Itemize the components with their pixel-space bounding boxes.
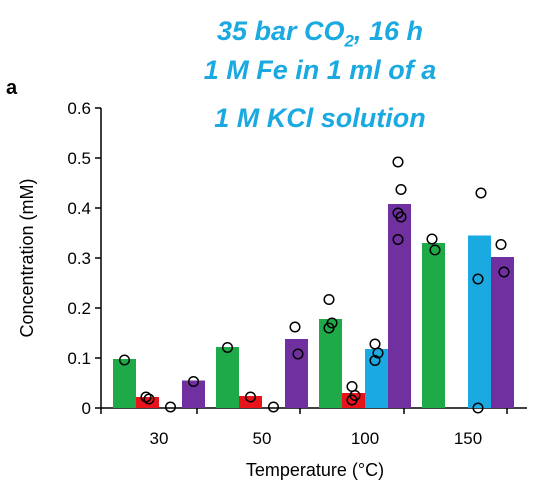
- x-tick-label: 100: [351, 429, 379, 448]
- bar: [319, 319, 342, 408]
- bar: [491, 257, 514, 408]
- replicate-point: [392, 156, 404, 168]
- y-tick-label: 0.3: [67, 249, 91, 268]
- replicate-point: [495, 238, 507, 251]
- replicate-point: [475, 187, 487, 199]
- y-tick-label: 0.6: [67, 99, 91, 118]
- replicate-point: [164, 401, 177, 413]
- y-tick-label: 0: [82, 399, 91, 418]
- replicate-point: [395, 211, 407, 223]
- bar: [422, 243, 445, 408]
- replicate-point: [323, 293, 335, 306]
- replicate-point: [346, 380, 358, 393]
- axes: [95, 107, 527, 414]
- replicate-point: [369, 354, 381, 367]
- bar: [136, 397, 159, 408]
- replicate-point: [498, 266, 510, 278]
- x-axis-title: Temperature (°C): [246, 460, 384, 480]
- bar: [182, 380, 205, 408]
- x-tick-label: 50: [253, 429, 272, 448]
- replicate-point: [392, 233, 404, 246]
- y-tick-label: 0.4: [67, 199, 91, 218]
- replicate-point: [289, 321, 301, 333]
- condition-line-1-subscript: 2: [344, 31, 354, 51]
- condition-line-1-suffix: , 16 h: [354, 16, 424, 46]
- y-tick-label: 0.5: [67, 149, 91, 168]
- panel-label: a: [6, 77, 18, 99]
- condition-line-1-prefix: 35 bar CO: [216, 16, 345, 46]
- bar: [388, 204, 411, 408]
- axis-labels: 0 0.1 0.2 0.3 0.4 0.5 0.6 30 50 100 150 Temperature…: [17, 99, 482, 480]
- condition-line-1: 35 bar CO2, 16 h: [120, 16, 520, 51]
- bar: [216, 347, 239, 408]
- y-tick-label: 0.1: [67, 349, 91, 368]
- replicate-point: [426, 233, 438, 245]
- replicate-point: [140, 391, 152, 403]
- replicate-point: [244, 391, 257, 403]
- replicate-point: [187, 375, 200, 388]
- x-tick-label: 30: [150, 429, 169, 448]
- x-tick-label: 150: [454, 429, 482, 448]
- replicate-point: [429, 244, 441, 256]
- replicate-point: [369, 338, 381, 350]
- bar: [113, 359, 136, 408]
- replicate-points: [118, 156, 510, 414]
- replicate-point: [472, 273, 484, 285]
- replicate-point: [143, 393, 155, 405]
- bars: [113, 204, 514, 408]
- replicate-point: [221, 341, 234, 354]
- replicate-point: [472, 402, 484, 414]
- condition-line-3: 1 M KCl solution: [214, 103, 426, 133]
- replicate-point: [372, 347, 384, 359]
- replicate-point: [267, 401, 280, 413]
- replicate-point: [118, 354, 131, 366]
- replicate-point: [395, 183, 407, 196]
- bar: [468, 235, 491, 408]
- condition-line-2: 1 M Fe in 1 ml of a: [203, 55, 437, 85]
- replicate-point: [346, 394, 358, 406]
- y-axis-title: Concentration (mM): [17, 178, 37, 337]
- y-tick-label: 0.2: [67, 299, 91, 318]
- replicate-point: [292, 348, 304, 360]
- replicate-point: [323, 322, 335, 334]
